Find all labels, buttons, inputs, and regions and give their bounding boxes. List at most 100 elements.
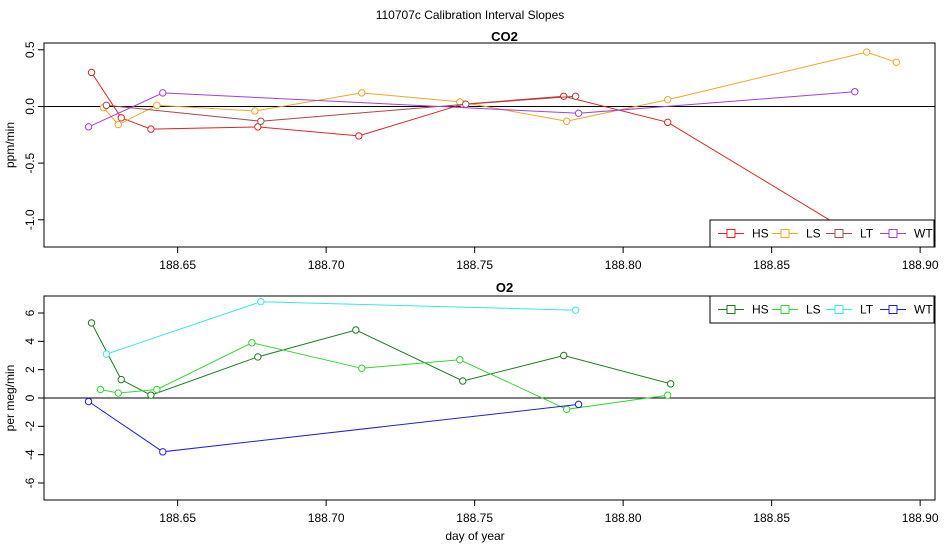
series-hs-point	[87, 68, 96, 77]
y-tick-label: 2	[23, 366, 37, 373]
series-ls-point	[114, 389, 122, 397]
series-wt-point	[851, 88, 859, 96]
series-hs-point	[560, 351, 568, 360]
series-hs-point	[87, 319, 96, 327]
series-ls-point	[862, 48, 871, 56]
y-tick-label: -4	[23, 449, 37, 460]
series-ls-line	[100, 342, 668, 410]
legend-marker	[834, 229, 844, 238]
series-ls-point	[358, 89, 366, 97]
series-hs-point	[664, 118, 672, 127]
series-hs-point	[254, 353, 262, 361]
series-hs-point	[355, 132, 363, 140]
y-tick-label: 0.0	[23, 98, 37, 115]
panel-title: O2	[496, 280, 513, 295]
y-tick-label: 4	[23, 338, 37, 345]
series-hs-point	[666, 380, 675, 388]
x-tick-label: 188.65	[159, 511, 196, 525]
series-ls-point	[358, 364, 366, 372]
figure-title: 110707c Calibration Interval Slopes	[376, 8, 565, 22]
series-hs-point	[560, 92, 568, 100]
series-lt-line	[106, 301, 576, 355]
y-axis-label: per meg/min	[3, 365, 17, 432]
x-tick-label: 188.70	[308, 511, 345, 525]
series-ls-point	[251, 107, 259, 115]
legend: HS LS LT WT	[709, 295, 935, 324]
series-wt-line	[88, 91, 855, 128]
series-lt-point	[257, 297, 265, 306]
series-wt-point	[84, 123, 93, 131]
legend-marker	[780, 229, 790, 238]
legend-marker	[780, 305, 790, 314]
x-tick-label: 188.80	[605, 258, 642, 272]
series-ls-point	[563, 405, 571, 414]
x-tick-label: 188.80	[605, 511, 642, 525]
data-area	[44, 297, 935, 456]
series-lt-point	[102, 101, 111, 110]
plot-frame	[43, 42, 936, 248]
series-ls-point	[664, 391, 672, 399]
x-tick-label: 188.90	[902, 511, 939, 525]
x-tick-label: 188.85	[753, 511, 790, 525]
panel-o2: O2 per meg/min 188.65 188.70 188.75 188.80 188…	[3, 280, 939, 525]
series-hs-point	[117, 114, 125, 122]
legend-marker	[726, 305, 736, 314]
series-hs-line	[91, 322, 671, 396]
panel-co2: CO2 ppm/min 188.65 188.70 188.75 188.80 188.85…	[3, 29, 939, 272]
series-hs-point	[459, 377, 467, 385]
legend-label: WT	[914, 227, 933, 241]
series-hs-point	[147, 391, 155, 399]
series-ls-line	[103, 51, 897, 126]
series-wt-point	[574, 400, 583, 409]
series-lt-point	[102, 350, 111, 358]
series-wt-point	[84, 397, 93, 406]
series-hs-point	[254, 123, 262, 131]
series-lt-point	[571, 92, 580, 100]
series-ls-point	[248, 339, 256, 347]
y-axis-label: ppm/min	[3, 122, 17, 168]
legend-label: WT	[914, 303, 933, 317]
series-wt-point	[159, 89, 167, 97]
legend-label: HS	[752, 303, 769, 317]
legend-label: LS	[806, 227, 821, 241]
series-ls-point	[96, 385, 105, 394]
legend-marker	[888, 229, 898, 238]
y-tick-label: -1.0	[23, 209, 37, 230]
series-wt-point	[159, 448, 167, 456]
y-tick-label: -0.5	[23, 152, 37, 173]
x-tick-label: 188.70	[308, 258, 345, 272]
x-tick-label: 188.90	[902, 258, 939, 272]
y-tick-label: -2	[23, 421, 37, 432]
legend-marker	[888, 305, 898, 314]
series-wt-point	[574, 109, 583, 117]
y-tick-label: 0.5	[23, 41, 37, 58]
x-tick-label: 188.75	[456, 258, 493, 272]
legend-label: LS	[806, 303, 821, 317]
legend-marker	[834, 305, 844, 314]
series-hs-point	[147, 125, 155, 133]
series-ls-point	[892, 58, 901, 66]
series-lt-point	[571, 306, 580, 314]
legend: HS LS LT WT	[709, 219, 935, 248]
series-ls-point	[153, 385, 161, 394]
legend-label: LT	[860, 303, 874, 317]
series-ls-point	[563, 117, 571, 125]
x-tick-label: 188.85	[753, 258, 790, 272]
data-area	[44, 48, 935, 234]
series-lt-line	[106, 95, 576, 122]
series-ls-point	[664, 95, 672, 104]
series-hs-point	[352, 326, 360, 334]
series-ls-point	[456, 356, 464, 364]
legend-marker	[726, 229, 736, 238]
series-ls-point	[114, 120, 122, 129]
panel-title: CO2	[491, 29, 518, 44]
series-lt-point	[257, 117, 265, 125]
y-tick-label: 0	[23, 394, 37, 401]
series-hs-line	[91, 72, 853, 234]
series-hs-point	[117, 375, 125, 384]
series-ls-point	[153, 101, 161, 110]
legend-label: LT	[860, 227, 874, 241]
series-wt-line	[88, 401, 579, 453]
y-tick-label: -6	[23, 477, 37, 488]
